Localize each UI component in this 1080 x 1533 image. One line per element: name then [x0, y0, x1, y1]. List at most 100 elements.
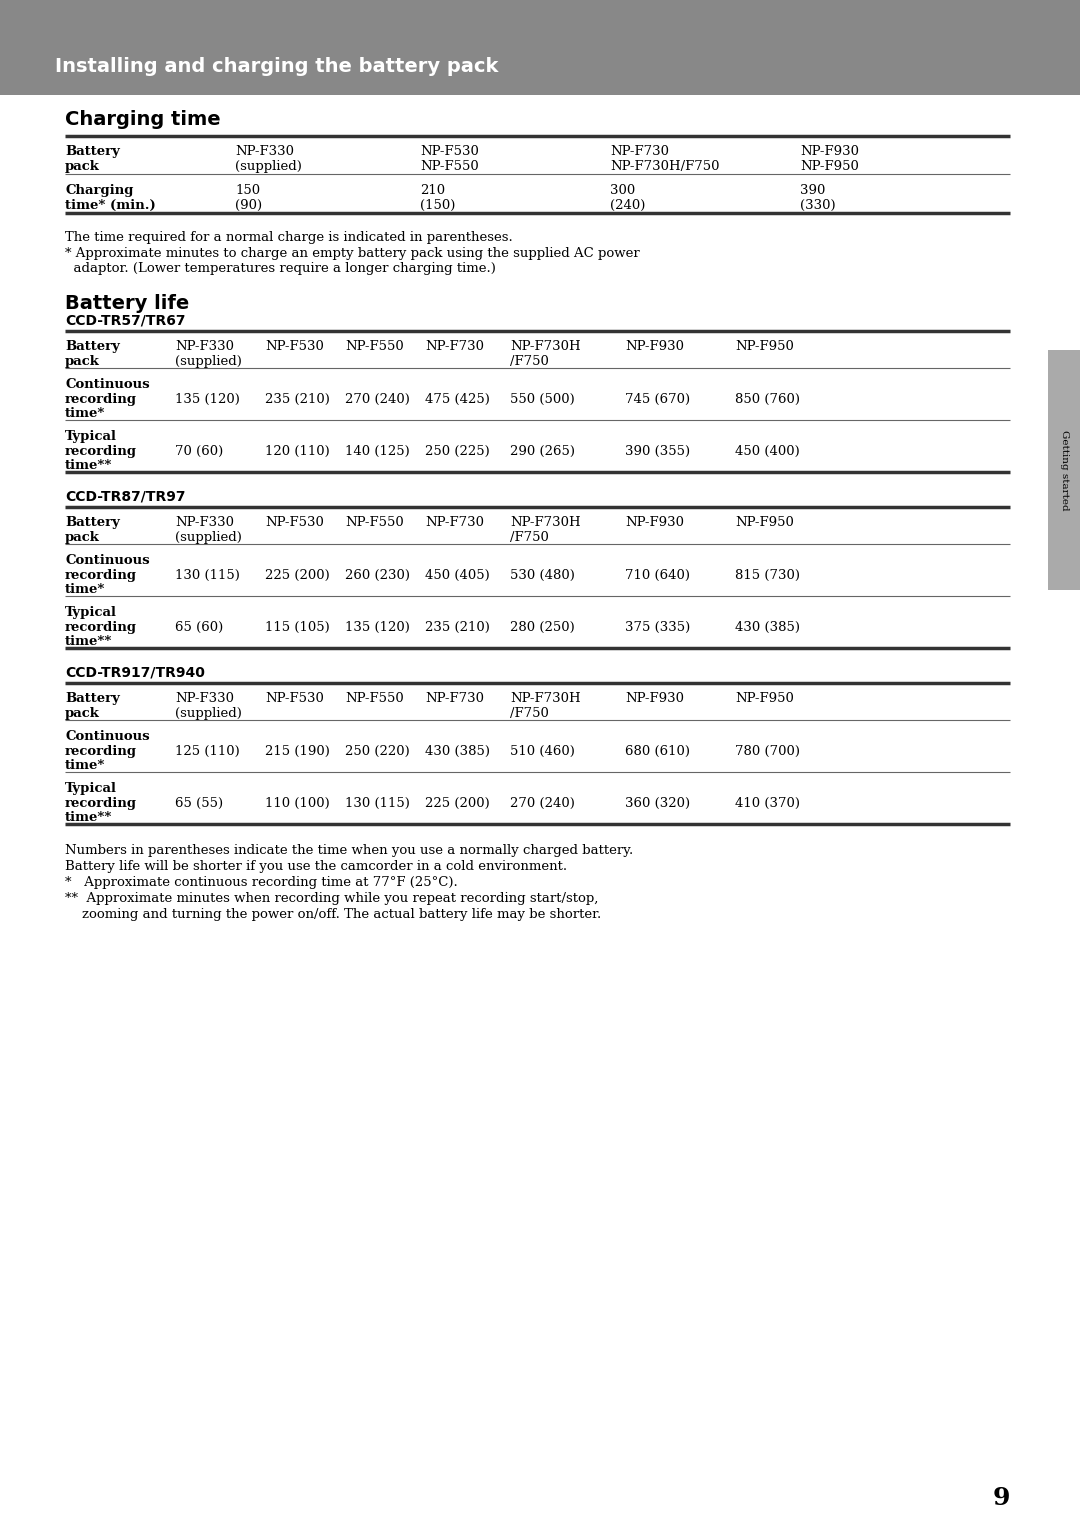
Text: 125 (110): 125 (110)	[175, 745, 240, 757]
Text: Typical: Typical	[65, 429, 117, 443]
Text: (240): (240)	[610, 199, 646, 212]
Text: 680 (610): 680 (610)	[625, 745, 690, 757]
Text: (supplied): (supplied)	[175, 707, 242, 721]
Text: time**: time**	[65, 811, 112, 825]
Text: NP-F950: NP-F950	[735, 517, 794, 529]
Text: 290 (265): 290 (265)	[510, 445, 575, 458]
Text: 250 (225): 250 (225)	[426, 445, 489, 458]
Text: Battery: Battery	[65, 517, 120, 529]
Text: Battery: Battery	[65, 340, 120, 353]
Text: 815 (730): 815 (730)	[735, 569, 800, 583]
Text: Charging: Charging	[65, 184, 133, 198]
Text: /F750: /F750	[510, 530, 549, 544]
Text: (90): (90)	[235, 199, 262, 212]
Text: NP-F730H: NP-F730H	[510, 691, 581, 705]
Text: time*: time*	[65, 406, 106, 420]
Text: 140 (125): 140 (125)	[345, 445, 409, 458]
Text: 110 (100): 110 (100)	[265, 797, 329, 809]
Text: 390 (355): 390 (355)	[625, 445, 690, 458]
Text: 450 (400): 450 (400)	[735, 445, 800, 458]
Text: **  Approximate minutes when recording while you repeat recording start/stop,: ** Approximate minutes when recording wh…	[65, 892, 598, 904]
Text: 250 (220): 250 (220)	[345, 745, 409, 757]
Text: 375 (335): 375 (335)	[625, 621, 690, 635]
Text: NP-F550: NP-F550	[420, 159, 478, 173]
Text: 850 (760): 850 (760)	[735, 392, 800, 406]
Text: 475 (425): 475 (425)	[426, 392, 490, 406]
Text: Battery life: Battery life	[65, 294, 189, 313]
Text: adaptor. (Lower temperatures require a longer charging time.): adaptor. (Lower temperatures require a l…	[65, 262, 496, 274]
Text: 150: 150	[235, 184, 260, 198]
Text: 745 (670): 745 (670)	[625, 392, 690, 406]
Text: Battery: Battery	[65, 691, 120, 705]
Text: NP-F730H: NP-F730H	[510, 340, 581, 353]
Text: 390: 390	[800, 184, 825, 198]
Text: (150): (150)	[420, 199, 456, 212]
Text: 550 (500): 550 (500)	[510, 392, 575, 406]
Text: 65 (60): 65 (60)	[175, 621, 224, 635]
Text: 780 (700): 780 (700)	[735, 745, 800, 757]
Text: (330): (330)	[800, 199, 836, 212]
Text: 130 (115): 130 (115)	[175, 569, 240, 583]
Text: 215 (190): 215 (190)	[265, 745, 329, 757]
Text: time**: time**	[65, 458, 112, 472]
Text: NP-F730: NP-F730	[426, 691, 484, 705]
Text: recording: recording	[65, 569, 137, 583]
Text: recording: recording	[65, 745, 137, 757]
Text: NP-F330: NP-F330	[235, 146, 294, 158]
Text: NP-F330: NP-F330	[175, 340, 234, 353]
Text: NP-F930: NP-F930	[800, 146, 859, 158]
Text: NP-F730H: NP-F730H	[510, 517, 581, 529]
Text: time**: time**	[65, 635, 112, 648]
Text: pack: pack	[65, 707, 99, 721]
Text: pack: pack	[65, 356, 99, 368]
Text: 360 (320): 360 (320)	[625, 797, 690, 809]
Text: recording: recording	[65, 392, 137, 406]
Text: 450 (405): 450 (405)	[426, 569, 489, 583]
Text: 115 (105): 115 (105)	[265, 621, 329, 635]
Text: Battery life will be shorter if you use the camcorder in a cold environment.: Battery life will be shorter if you use …	[65, 860, 567, 872]
Text: CCD-TR917/TR940: CCD-TR917/TR940	[65, 665, 205, 681]
Text: 225 (200): 225 (200)	[265, 569, 329, 583]
Text: 270 (240): 270 (240)	[345, 392, 410, 406]
Bar	[1048, 350, 1080, 590]
Text: recording: recording	[65, 445, 137, 458]
Text: NP-F730: NP-F730	[610, 146, 669, 158]
Text: * Approximate minutes to charge an empty battery pack using the supplied AC powe: * Approximate minutes to charge an empty…	[65, 247, 639, 261]
Text: NP-F530: NP-F530	[265, 340, 324, 353]
Text: /F750: /F750	[510, 356, 549, 368]
Text: Charging time: Charging time	[65, 110, 220, 129]
Text: 65 (55): 65 (55)	[175, 797, 224, 809]
Text: Typical: Typical	[65, 606, 117, 619]
Text: 270 (240): 270 (240)	[510, 797, 575, 809]
Text: 300: 300	[610, 184, 635, 198]
Text: 9: 9	[993, 1485, 1010, 1510]
Text: CCD-TR57/TR67: CCD-TR57/TR67	[65, 314, 186, 328]
Text: 280 (250): 280 (250)	[510, 621, 575, 635]
Text: 260 (230): 260 (230)	[345, 569, 410, 583]
Text: NP-F950: NP-F950	[735, 340, 794, 353]
Text: (supplied): (supplied)	[175, 356, 242, 368]
Text: 135 (120): 135 (120)	[345, 621, 410, 635]
Text: NP-F730H/F750: NP-F730H/F750	[610, 159, 719, 173]
Text: NP-F950: NP-F950	[800, 159, 859, 173]
Text: 430 (385): 430 (385)	[735, 621, 800, 635]
Text: NP-F930: NP-F930	[625, 517, 684, 529]
Text: Continuous: Continuous	[65, 730, 150, 744]
Text: 235 (210): 235 (210)	[426, 621, 490, 635]
Text: pack: pack	[65, 530, 99, 544]
Text: pack: pack	[65, 159, 99, 173]
Text: recording: recording	[65, 621, 137, 635]
Text: NP-F530: NP-F530	[420, 146, 478, 158]
Text: (supplied): (supplied)	[235, 159, 302, 173]
Text: 410 (370): 410 (370)	[735, 797, 800, 809]
Text: Installing and charging the battery pack: Installing and charging the battery pack	[55, 58, 498, 77]
Text: NP-F930: NP-F930	[625, 691, 684, 705]
Text: NP-F950: NP-F950	[735, 691, 794, 705]
Text: 135 (120): 135 (120)	[175, 392, 240, 406]
Bar	[0, 0, 1080, 95]
Text: NP-F730: NP-F730	[426, 517, 484, 529]
Text: 210: 210	[420, 184, 445, 198]
Text: Battery: Battery	[65, 146, 120, 158]
Text: time*: time*	[65, 583, 106, 596]
Text: The time required for a normal charge is indicated in parentheses.: The time required for a normal charge is…	[65, 231, 513, 244]
